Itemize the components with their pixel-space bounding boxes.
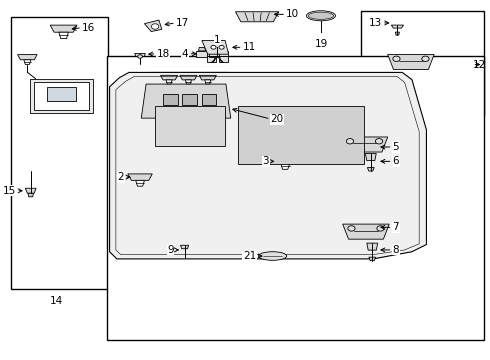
Text: 10: 10 — [286, 9, 299, 19]
Polygon shape — [50, 25, 77, 32]
Polygon shape — [367, 243, 378, 250]
Text: 15: 15 — [3, 186, 16, 196]
Circle shape — [346, 139, 354, 144]
Text: 6: 6 — [392, 156, 399, 166]
Circle shape — [393, 56, 400, 62]
Text: 13: 13 — [368, 18, 382, 28]
Polygon shape — [388, 54, 434, 69]
Polygon shape — [136, 180, 145, 186]
Polygon shape — [128, 174, 152, 180]
Polygon shape — [161, 75, 177, 80]
Circle shape — [219, 45, 224, 49]
Text: 5: 5 — [392, 142, 399, 152]
Text: 8: 8 — [392, 245, 399, 255]
Bar — [202, 94, 216, 105]
Polygon shape — [209, 51, 220, 57]
Text: 16: 16 — [82, 23, 95, 33]
Text: 20: 20 — [270, 114, 284, 124]
Polygon shape — [198, 48, 205, 51]
Text: 4: 4 — [182, 49, 189, 59]
Polygon shape — [211, 54, 216, 63]
Polygon shape — [28, 193, 33, 197]
Polygon shape — [395, 32, 399, 35]
Text: 7: 7 — [392, 222, 399, 232]
Polygon shape — [205, 80, 211, 84]
Bar — [154, 107, 225, 146]
Text: 1: 1 — [214, 35, 221, 45]
Text: 2: 2 — [118, 172, 124, 182]
Polygon shape — [180, 75, 197, 80]
Polygon shape — [24, 60, 31, 64]
Polygon shape — [281, 163, 290, 169]
Polygon shape — [18, 55, 37, 60]
Polygon shape — [145, 20, 162, 32]
Circle shape — [151, 24, 159, 29]
Polygon shape — [110, 72, 426, 259]
Polygon shape — [166, 80, 172, 84]
Circle shape — [138, 55, 143, 58]
Polygon shape — [180, 245, 189, 249]
Text: 18: 18 — [156, 49, 170, 59]
Polygon shape — [135, 54, 146, 57]
Circle shape — [422, 56, 429, 62]
Polygon shape — [25, 188, 36, 193]
Polygon shape — [343, 224, 389, 239]
Circle shape — [377, 226, 384, 231]
Ellipse shape — [259, 252, 287, 260]
Polygon shape — [392, 25, 403, 28]
Polygon shape — [207, 50, 216, 62]
Polygon shape — [59, 32, 69, 39]
Polygon shape — [369, 257, 376, 261]
Circle shape — [348, 226, 355, 231]
Ellipse shape — [308, 12, 334, 19]
Bar — [238, 107, 364, 164]
Polygon shape — [185, 80, 192, 84]
Polygon shape — [273, 157, 297, 163]
Bar — [11, 17, 108, 289]
Polygon shape — [141, 84, 231, 118]
Polygon shape — [151, 72, 233, 108]
Bar — [107, 56, 485, 339]
Ellipse shape — [306, 11, 336, 21]
Polygon shape — [366, 153, 376, 161]
Text: 17: 17 — [176, 18, 189, 28]
Bar — [182, 94, 197, 105]
Bar — [47, 87, 76, 101]
Polygon shape — [210, 48, 217, 51]
Text: 14: 14 — [50, 296, 63, 306]
Bar — [30, 79, 93, 113]
Text: 19: 19 — [315, 40, 328, 49]
Text: 12: 12 — [472, 59, 486, 69]
Text: 21: 21 — [243, 251, 256, 261]
Polygon shape — [202, 40, 228, 54]
Polygon shape — [219, 50, 228, 62]
Text: 3: 3 — [263, 156, 269, 166]
Circle shape — [375, 139, 383, 144]
Bar — [163, 94, 177, 105]
Text: 11: 11 — [243, 42, 256, 52]
Polygon shape — [342, 137, 388, 152]
Bar — [361, 12, 485, 116]
Polygon shape — [199, 75, 216, 80]
Polygon shape — [219, 54, 223, 63]
Polygon shape — [196, 51, 207, 57]
Polygon shape — [236, 12, 279, 22]
Polygon shape — [368, 167, 374, 171]
Text: 9: 9 — [167, 245, 174, 255]
Bar — [34, 82, 89, 110]
Circle shape — [211, 45, 216, 49]
